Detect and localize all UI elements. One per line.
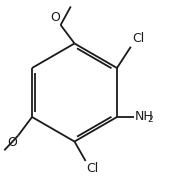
Text: Cl: Cl: [86, 162, 98, 175]
Text: 2: 2: [148, 115, 153, 124]
Text: NH: NH: [134, 110, 153, 123]
Text: Cl: Cl: [132, 32, 144, 45]
Text: O: O: [7, 136, 17, 149]
Text: O: O: [50, 11, 60, 24]
